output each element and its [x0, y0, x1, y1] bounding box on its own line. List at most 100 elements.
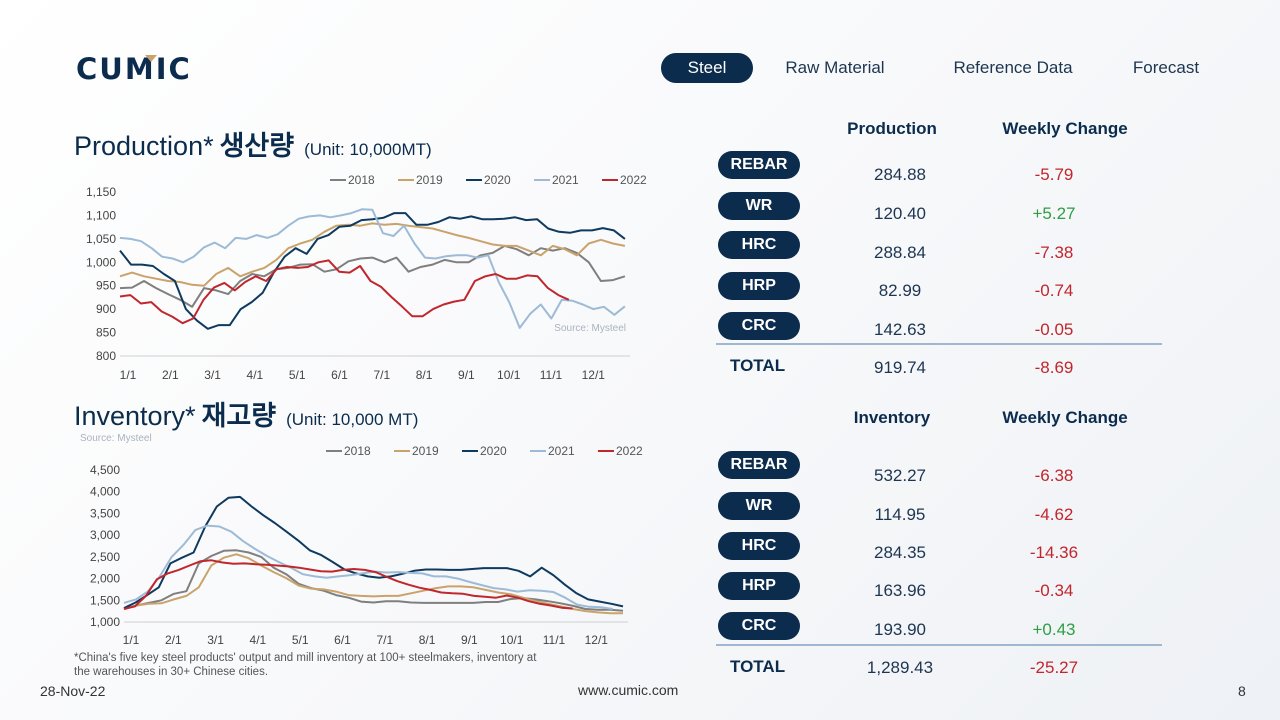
x-tick-label: 10/1: [500, 633, 524, 647]
production-col-header: Production: [847, 119, 937, 138]
y-tick-label: 2,500: [90, 550, 120, 564]
cumic-logo: CUMIC: [76, 52, 190, 84]
series-line-2019: [119, 222, 626, 287]
x-tick-label: 7/1: [373, 368, 390, 382]
y-tick-label: 1,500: [90, 593, 120, 607]
series-line-2020: [123, 495, 624, 610]
x-tick-label: 11/1: [543, 633, 566, 647]
x-tick-label: 7/1: [376, 633, 393, 647]
y-tick-label: 1,150: [86, 185, 116, 199]
production-row-hrc-label: HRC: [718, 231, 800, 259]
series-line-2018: [123, 549, 624, 612]
x-tick-label: 6/1: [334, 633, 351, 647]
y-tick-label: 4,500: [90, 463, 120, 477]
production-title-ko: 생산량: [219, 131, 295, 161]
y-tick-label: 1,100: [86, 208, 116, 222]
inventory-row-crc-change: +0.43: [1032, 620, 1076, 639]
legend-label-2018: 2018: [348, 173, 375, 187]
top-nav: Steel Raw Material Reference Data Foreca…: [0, 53, 1280, 85]
production-title: Production* 생산량 (Unit: 10,000MT): [74, 124, 432, 163]
inventory-title-en: Inventory*: [74, 401, 196, 431]
inventory-row-hrc-change: -14.36: [1029, 543, 1079, 562]
inventory-title: Inventory* 재고량 (Unit: 10,000 MT): [74, 394, 418, 433]
legend-label-2022: 2022: [620, 173, 647, 187]
x-tick-label: 2/1: [165, 633, 182, 647]
x-tick-label: 6/1: [331, 368, 348, 382]
tab-steel[interactable]: Steel: [661, 53, 753, 83]
y-tick-label: 3,500: [90, 506, 120, 520]
production-chart: 800 850 900 950 1,000 1,050 1,100 1,150 1/1 2/1 3/…: [86, 173, 647, 382]
series-line-2022: [119, 259, 570, 325]
inventory-row-wr-change: -4.62: [1034, 505, 1074, 524]
inventory-row-crc-label: CRC: [718, 612, 800, 640]
y-tick-label: 2,000: [90, 572, 120, 586]
production-total-change: -8.69: [1034, 358, 1074, 377]
x-tick-label: 9/1: [458, 368, 475, 382]
inventory-row-crc-value: 193.90: [874, 620, 926, 639]
legend-label-2021: 2021: [552, 173, 579, 187]
production-row-rebar-change: -5.79: [1034, 165, 1074, 184]
legend-label-2019: 2019: [412, 444, 439, 458]
tab-raw-material[interactable]: Raw Material: [785, 58, 885, 77]
y-tick-label: 850: [96, 326, 116, 340]
y-tick-label: 800: [96, 349, 116, 363]
inventory-row-wr-label: WR: [718, 492, 800, 520]
x-tick-label: 12/1: [582, 368, 606, 382]
series-line-2021: [119, 208, 626, 329]
inventory-row-hrp-change: -0.34: [1034, 581, 1074, 600]
x-tick-label: 12/1: [585, 633, 609, 647]
chart-source-note: Source: Mysteel: [80, 433, 152, 444]
chart-source-note: Source: Mysteel: [554, 323, 626, 334]
series-line-2021: [123, 524, 614, 610]
x-tick-label: 4/1: [247, 368, 264, 382]
inventory-row-rebar-label: REBAR: [718, 451, 800, 479]
y-tick-label: 4,000: [90, 485, 120, 499]
inventory-total-label: TOTAL: [730, 657, 786, 676]
x-tick-label: 8/1: [419, 633, 436, 647]
inventory-row-rebar-change: -6.38: [1034, 466, 1074, 485]
production-row-crc-label: CRC: [718, 312, 800, 340]
production-total-divider: [716, 343, 1162, 345]
production-total-label: TOTAL: [730, 356, 786, 375]
legend-label-2020: 2020: [484, 173, 511, 187]
production-row-rebar-value: 284.88: [874, 165, 926, 184]
tab-forecast[interactable]: Forecast: [1132, 58, 1200, 77]
x-tick-label: 11/1: [540, 368, 563, 382]
inventory-row-wr-value: 114.95: [874, 505, 926, 524]
y-tick-label: 1,050: [86, 232, 116, 246]
x-tick-label: 1/1: [120, 368, 137, 382]
tab-reference-data[interactable]: Reference Data: [953, 58, 1073, 77]
y-tick-label: 3,000: [90, 528, 120, 542]
inventory-total-divider: [716, 644, 1162, 646]
inventory-row-hrp-value: 163.96: [874, 581, 926, 600]
production-row-hrc-change: -7.38: [1034, 243, 1074, 262]
page-number: 8: [1238, 683, 1246, 699]
production-row-crc-value: 142.63: [874, 320, 926, 339]
legend-label-2019: 2019: [416, 173, 443, 187]
x-tick-label: 4/1: [250, 633, 267, 647]
production-row-hrp-label: HRP: [718, 272, 800, 300]
x-tick-label: 3/1: [207, 633, 224, 647]
inventory-row-hrp-label: HRP: [718, 572, 800, 600]
production-row-wr-change: +5.27: [1032, 204, 1076, 223]
series-line-2018: [119, 244, 626, 308]
inventory-total-change: -25.27: [1029, 658, 1079, 677]
legend-label-2018: 2018: [344, 444, 371, 458]
production-row-wr-value: 120.40: [874, 204, 926, 223]
x-tick-label: 5/1: [289, 368, 306, 382]
y-tick-label: 950: [96, 279, 116, 293]
inventory-unit: (Unit: 10,000 MT): [286, 410, 419, 429]
production-total-value: 919.74: [874, 358, 926, 377]
footer-website-link[interactable]: www.cumic.com: [578, 682, 679, 698]
series-line-2019: [123, 553, 623, 615]
production-row-hrp-change: -0.74: [1034, 281, 1074, 300]
inventory-chart: 1,000 1,500 2,000 2,500 3,000 3,500 4,000 4,500…: [80, 433, 643, 647]
logo-accent-icon: [145, 55, 157, 62]
inventory-row-hrc-label: HRC: [718, 532, 800, 560]
x-tick-label: 1/1: [123, 633, 140, 647]
y-tick-label: 1,000: [86, 255, 116, 269]
x-tick-label: 8/1: [416, 368, 433, 382]
footnote: *China's five key steel products' output…: [74, 652, 537, 678]
series-line-2020: [119, 212, 626, 330]
production-title-en: Production*: [74, 131, 214, 161]
